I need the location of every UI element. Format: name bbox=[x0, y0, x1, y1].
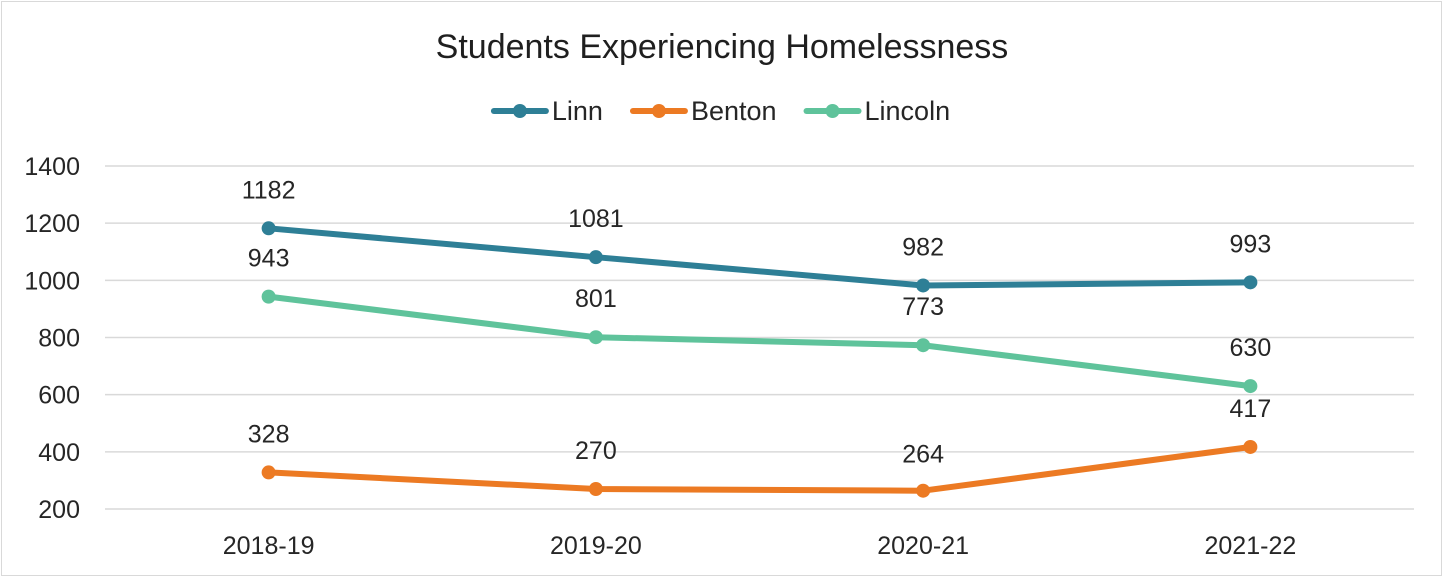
point-linn-2019-20 bbox=[588, 250, 603, 265]
x-tick-label: 2019-20 bbox=[550, 532, 642, 560]
legend-item-lincoln[interactable]: Lincoln bbox=[803, 96, 951, 126]
legend-item-benton[interactable]: Benton bbox=[629, 96, 777, 126]
legend-item-linn[interactable]: Linn bbox=[490, 96, 603, 126]
data-label-lincoln: 801 bbox=[575, 285, 617, 313]
y-tick-label: 600 bbox=[38, 382, 80, 410]
y-tick-label: 800 bbox=[38, 325, 80, 353]
y-tick-label: 1200 bbox=[24, 210, 80, 238]
series-line-linn bbox=[265, 225, 1254, 289]
point-benton-2020-21 bbox=[916, 483, 931, 498]
y-tick-label: 1000 bbox=[24, 267, 80, 295]
point-linn-2020-21 bbox=[916, 278, 931, 293]
legend: Linn Benton Lincoln bbox=[490, 96, 951, 126]
gridlines bbox=[105, 165, 1414, 510]
data-label-benton: 417 bbox=[1230, 395, 1272, 423]
data-label-linn: 993 bbox=[1230, 230, 1272, 258]
data-label-linn: 1081 bbox=[568, 205, 624, 233]
y-axis: 200 400 600 800 1000 1200 1400 bbox=[24, 153, 80, 524]
point-lincoln-2020-21 bbox=[916, 338, 931, 353]
legend-swatch-marker bbox=[512, 104, 527, 118]
point-benton-2019-20 bbox=[588, 481, 603, 496]
point-lincoln-2018-19 bbox=[261, 289, 276, 304]
data-label-benton: 270 bbox=[575, 437, 617, 465]
series-line-lincoln bbox=[265, 293, 1254, 390]
legend-swatch-marker bbox=[825, 104, 840, 118]
data-label-linn: 982 bbox=[902, 233, 944, 261]
data-label-lincoln: 630 bbox=[1230, 334, 1272, 362]
x-tick-label: 2021-22 bbox=[1205, 532, 1297, 560]
point-linn-2018-19 bbox=[261, 221, 276, 236]
x-tick-label: 2018-19 bbox=[223, 532, 315, 560]
y-tick-label: 1400 bbox=[24, 153, 80, 181]
legend-label: Lincoln bbox=[865, 96, 951, 126]
x-axis: 2018-19 2019-20 2020-21 2021-22 bbox=[223, 532, 1297, 560]
legend-label: Linn bbox=[552, 96, 603, 126]
series-group bbox=[261, 221, 1258, 498]
point-lincoln-2021-22 bbox=[1243, 379, 1258, 394]
series-line-benton bbox=[265, 443, 1254, 494]
point-linn-2021-22 bbox=[1243, 275, 1258, 290]
point-lincoln-2019-20 bbox=[588, 330, 603, 345]
y-tick-label: 200 bbox=[38, 496, 80, 524]
chart-title: Students Experiencing Homelessness bbox=[436, 28, 1009, 66]
data-label-benton: 328 bbox=[248, 420, 290, 448]
data-label-benton: 264 bbox=[902, 441, 944, 469]
data-labels: 1182 1081 982 993 328 270 264 417 943 801 773 630 bbox=[242, 176, 1271, 468]
point-benton-2018-19 bbox=[261, 465, 276, 480]
legend-swatch-marker bbox=[651, 104, 666, 118]
data-label-lincoln: 773 bbox=[902, 293, 944, 321]
legend-label: Benton bbox=[691, 96, 777, 126]
y-tick-label: 400 bbox=[38, 439, 80, 467]
x-tick-label: 2020-21 bbox=[877, 532, 969, 560]
point-benton-2021-22 bbox=[1243, 439, 1258, 454]
data-label-linn: 1182 bbox=[242, 176, 296, 204]
data-label-lincoln: 943 bbox=[248, 245, 290, 273]
